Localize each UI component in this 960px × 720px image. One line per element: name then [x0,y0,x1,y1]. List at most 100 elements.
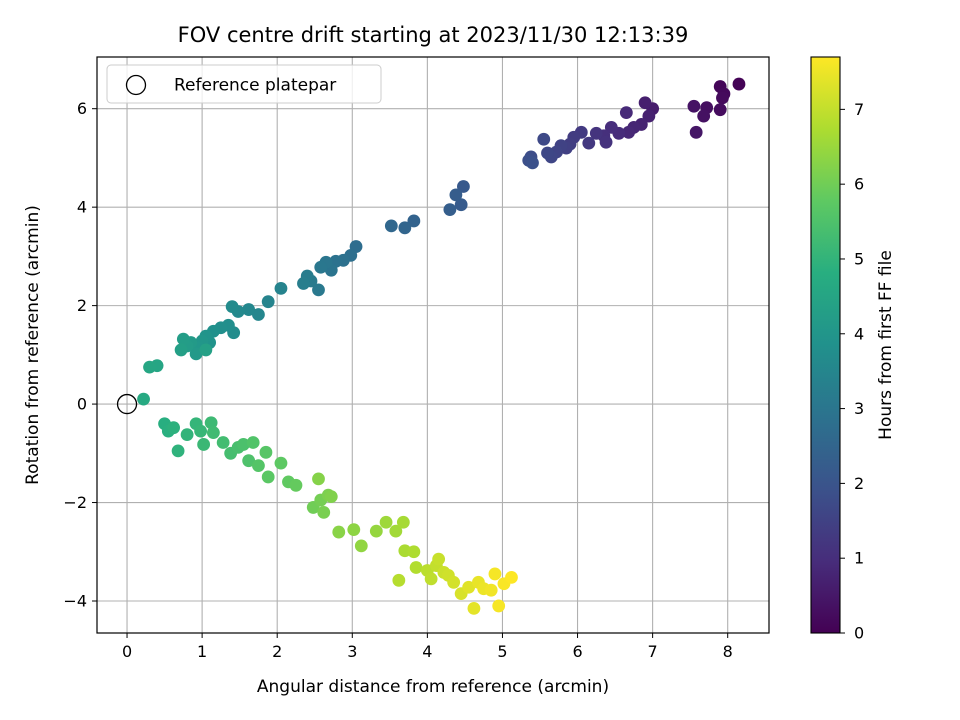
y-axis-label: Rotation from reference (arcmin) [23,205,43,485]
data-point [713,103,727,117]
data-point [314,260,328,274]
legend-marker-reference [125,74,147,96]
data-point [317,505,331,519]
chart-title: FOV centre drift starting at 2023/11/30 … [178,23,689,47]
data-point [180,428,194,441]
data-point [537,132,551,146]
data-point [384,219,398,233]
data-point [171,444,185,458]
colorbar-tick-label: 3 [854,399,864,418]
data-point [589,126,603,140]
data-point [237,438,250,451]
data-point [261,295,275,309]
y-tick-label: 0 [77,395,87,414]
x-tick-label: 4 [422,642,432,661]
data-point [297,277,310,290]
data-point [599,135,613,149]
data-point [398,221,412,235]
data-point [225,300,239,313]
reference-point [116,393,138,415]
x-tick-label: 7 [648,642,658,661]
legend-label-reference: Reference platepar [174,76,336,96]
data-point [242,454,256,468]
data-point [443,203,457,217]
data-point [467,601,481,615]
data-point [347,523,361,537]
colorbar [810,56,841,634]
x-ticks: 0 1 2 3 4 5 6 7 8 [122,633,733,661]
colorbar-tick-label: 4 [854,324,864,343]
data-point [447,575,461,589]
data-point [396,515,410,529]
data-point [259,445,273,459]
data-point [619,106,633,120]
y-tick-label: 6 [77,99,87,118]
data-point [732,77,746,91]
data-point [689,125,703,139]
plot-frame [96,56,770,634]
x-tick-label: 3 [347,642,357,661]
data-point [716,91,729,105]
data-point [424,572,438,586]
x-tick-label: 6 [572,642,582,661]
data-point [204,416,218,430]
legend: Reference platepar [106,64,382,104]
data-point [261,470,275,484]
data-point [454,198,468,212]
data-point [505,570,518,584]
data-point [407,545,421,559]
data-point [167,421,180,435]
colorbar-tick-label: 7 [854,100,864,119]
data-point [216,436,230,449]
data-point [462,580,476,594]
data-point [174,343,188,357]
data-point [206,426,220,440]
data-point [312,283,325,297]
colorbar-tick-label: 1 [854,549,864,568]
grid [97,57,769,633]
data-point [488,567,502,581]
data-point [484,583,498,597]
y-tick-label: −4 [63,592,87,611]
data-point [176,332,190,346]
data-point [409,561,423,574]
data-point [242,303,256,316]
x-tick-label: 1 [197,642,207,661]
data-point [622,125,635,139]
y-tick-label: 4 [77,198,87,217]
data-point [369,524,383,538]
x-tick-label: 5 [497,642,507,661]
data-point [638,96,652,110]
colorbar-tick-label: 0 [854,624,864,643]
colorbar-tick-label: 5 [854,249,864,268]
data-point [274,281,288,295]
legend-box [106,64,382,104]
data-point [246,436,260,449]
colorbar-ticks: 0 1 2 3 4 5 6 7 [840,100,864,643]
data-point [526,156,539,170]
data-point [324,490,338,504]
data-point [541,146,554,160]
reference-marker [116,393,138,415]
data-point [379,515,393,529]
x-tick-label: 8 [723,642,733,661]
data-point [189,347,203,361]
data-point [492,599,506,613]
colorbar-tick-label: 2 [854,474,864,493]
y-tick-label: −2 [63,493,87,512]
x-tick-label: 0 [122,642,132,661]
data-points [137,77,746,615]
data-point [354,539,368,553]
data-point [332,525,346,539]
data-point [457,180,470,193]
colorbar-tick-label: 6 [854,175,864,194]
data-point [197,438,211,451]
data-point [289,478,303,492]
data-point [252,308,265,321]
data-point [199,343,213,357]
x-tick-label: 2 [272,642,282,661]
data-point [194,424,208,438]
data-point [449,188,463,202]
data-point [687,99,701,113]
